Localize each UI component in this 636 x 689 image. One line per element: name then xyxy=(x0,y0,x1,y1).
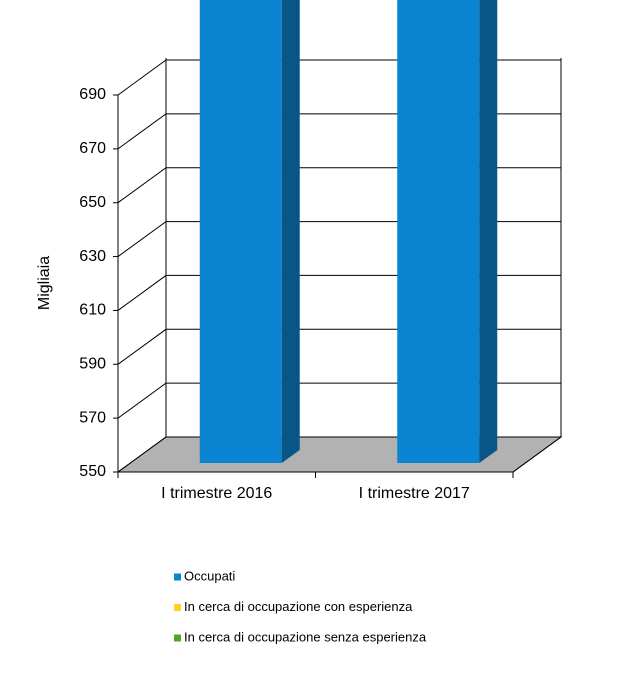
bar-front xyxy=(397,0,480,463)
x-tick-label: I trimestre 2017 xyxy=(359,485,470,502)
y-tick-label: 670 xyxy=(79,140,106,157)
y-tick-label: 630 xyxy=(79,248,106,265)
legend-swatch xyxy=(174,604,181,611)
y-tick-label: 590 xyxy=(79,356,106,373)
floor-edge xyxy=(512,436,562,473)
x-tick-label: I trimestre 2016 xyxy=(161,485,272,502)
legend-text: In cerca di occupazione con esperienza xyxy=(184,599,413,614)
y-tick-label: 690 xyxy=(79,86,106,103)
bar-side xyxy=(479,0,498,463)
y-tick-label: 550 xyxy=(79,463,106,480)
bar-side xyxy=(281,0,300,463)
y-tick-label: 570 xyxy=(79,409,106,426)
legend-text: In cerca di occupazione senza esperienza xyxy=(184,629,427,644)
y-axis-title: Migliaia xyxy=(36,256,53,310)
legend-swatch xyxy=(174,634,181,642)
bar-front xyxy=(199,0,282,463)
y-tick-label: 650 xyxy=(79,194,106,211)
legend-swatch xyxy=(174,573,181,581)
bar-segment xyxy=(397,0,498,463)
legend-text: Occupati xyxy=(184,568,235,583)
bar-segment xyxy=(199,0,300,463)
y-tick-label: 610 xyxy=(79,302,106,319)
